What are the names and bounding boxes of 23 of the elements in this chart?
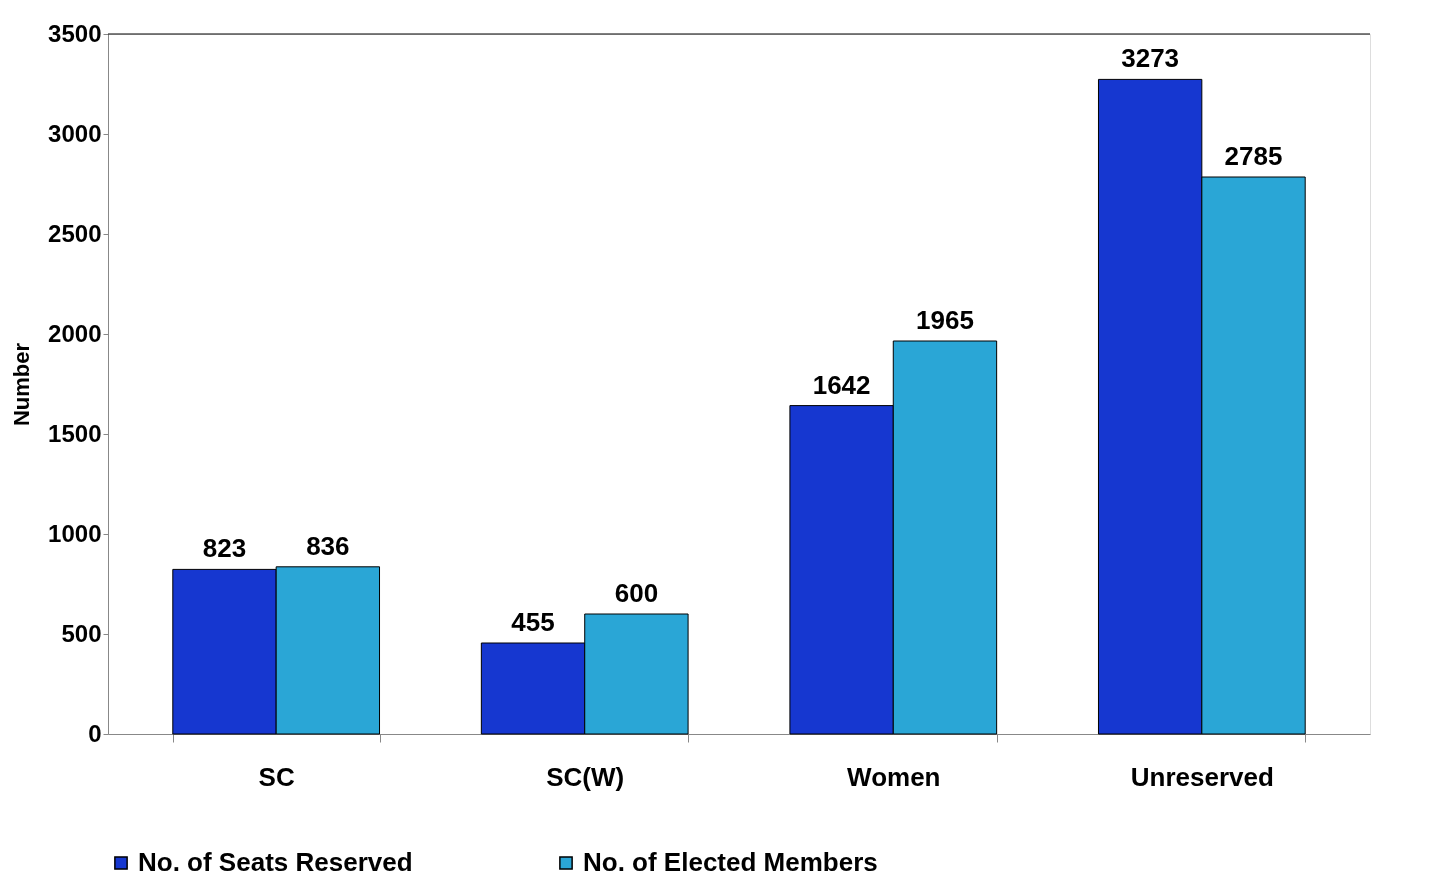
y-tick-label: 2000: [48, 319, 102, 347]
x-tick-label: SC: [258, 761, 295, 792]
data-label: 1965: [916, 305, 974, 335]
x-tick-label: SC(W): [546, 761, 625, 792]
y-axis-title: Number: [9, 342, 35, 427]
y-tick-label: 1500: [48, 419, 102, 447]
y-tick-label: 500: [61, 619, 102, 647]
x-tick-label: Unreserved: [1130, 761, 1274, 792]
x-tick-label: Women: [847, 761, 941, 792]
y-tick-label: 3500: [48, 19, 102, 47]
y-tick-label: 2500: [48, 219, 102, 247]
data-label: 823: [202, 533, 247, 564]
data-label: 1642: [812, 369, 871, 400]
data-label: 600: [614, 578, 659, 608]
data-label: 2785: [1224, 141, 1283, 171]
data-label: 3273: [1121, 43, 1180, 74]
y-tick-label: 1000: [48, 519, 102, 547]
legend-label: No. of Elected Members: [583, 847, 878, 877]
y-tick-label: 0: [88, 719, 102, 747]
data-label: 836: [306, 530, 350, 561]
legend-label: No. of Seats Reserved: [138, 847, 413, 877]
y-tick-label: 3000: [48, 119, 102, 147]
data-label: 455: [511, 607, 555, 637]
